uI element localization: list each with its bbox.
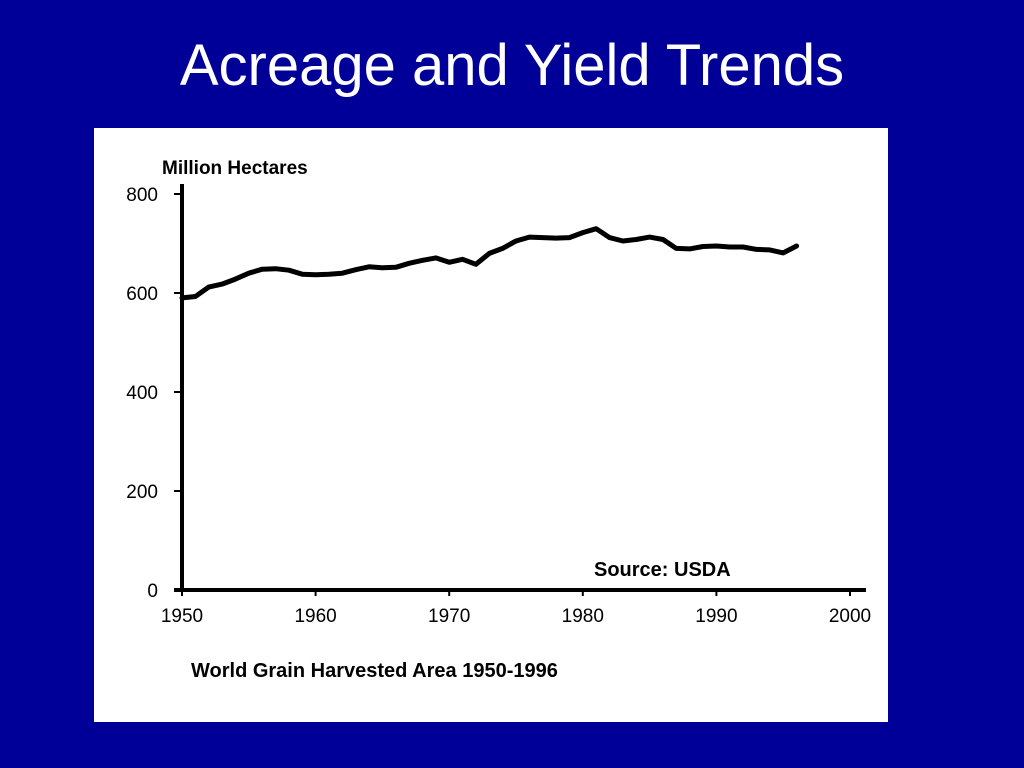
chart-panel: 0 200 400 600 800 1950 1960 1970 1980 1990 2000 Mi…	[94, 128, 888, 722]
y-axis-label: Million Hectares	[162, 158, 308, 179]
x-tick-label: 1960	[294, 606, 336, 627]
x-tick-label: 1970	[428, 606, 470, 627]
y-tick-label: 400	[126, 383, 158, 404]
slide-title: Acreage and Yield Trends	[179, 33, 845, 98]
x-tick-label: 2000	[829, 606, 871, 627]
x-tick-label: 1980	[562, 606, 604, 627]
y-tick-label: 600	[126, 284, 158, 305]
y-tick-label: 800	[126, 185, 158, 206]
ticks-layer: 0 200 400 600 800 1950 1960 1970 1980 1990 2000	[126, 185, 871, 627]
chart-svg: 0 200 400 600 800 1950 1960 1970 1980 1990 2000 Mi…	[126, 158, 871, 682]
y-tick-label: 200	[126, 482, 158, 503]
x-tick-label: 1950	[161, 606, 203, 627]
x-tick-label: 1990	[695, 606, 737, 627]
source-annotation: Source: USDA	[594, 559, 731, 581]
series-layer	[179, 226, 800, 301]
axes-layer	[174, 184, 866, 592]
y-tick-label: 0	[147, 581, 158, 602]
chart-caption: World Grain Harvested Area 1950-1996	[191, 660, 558, 682]
series-line	[179, 226, 800, 301]
